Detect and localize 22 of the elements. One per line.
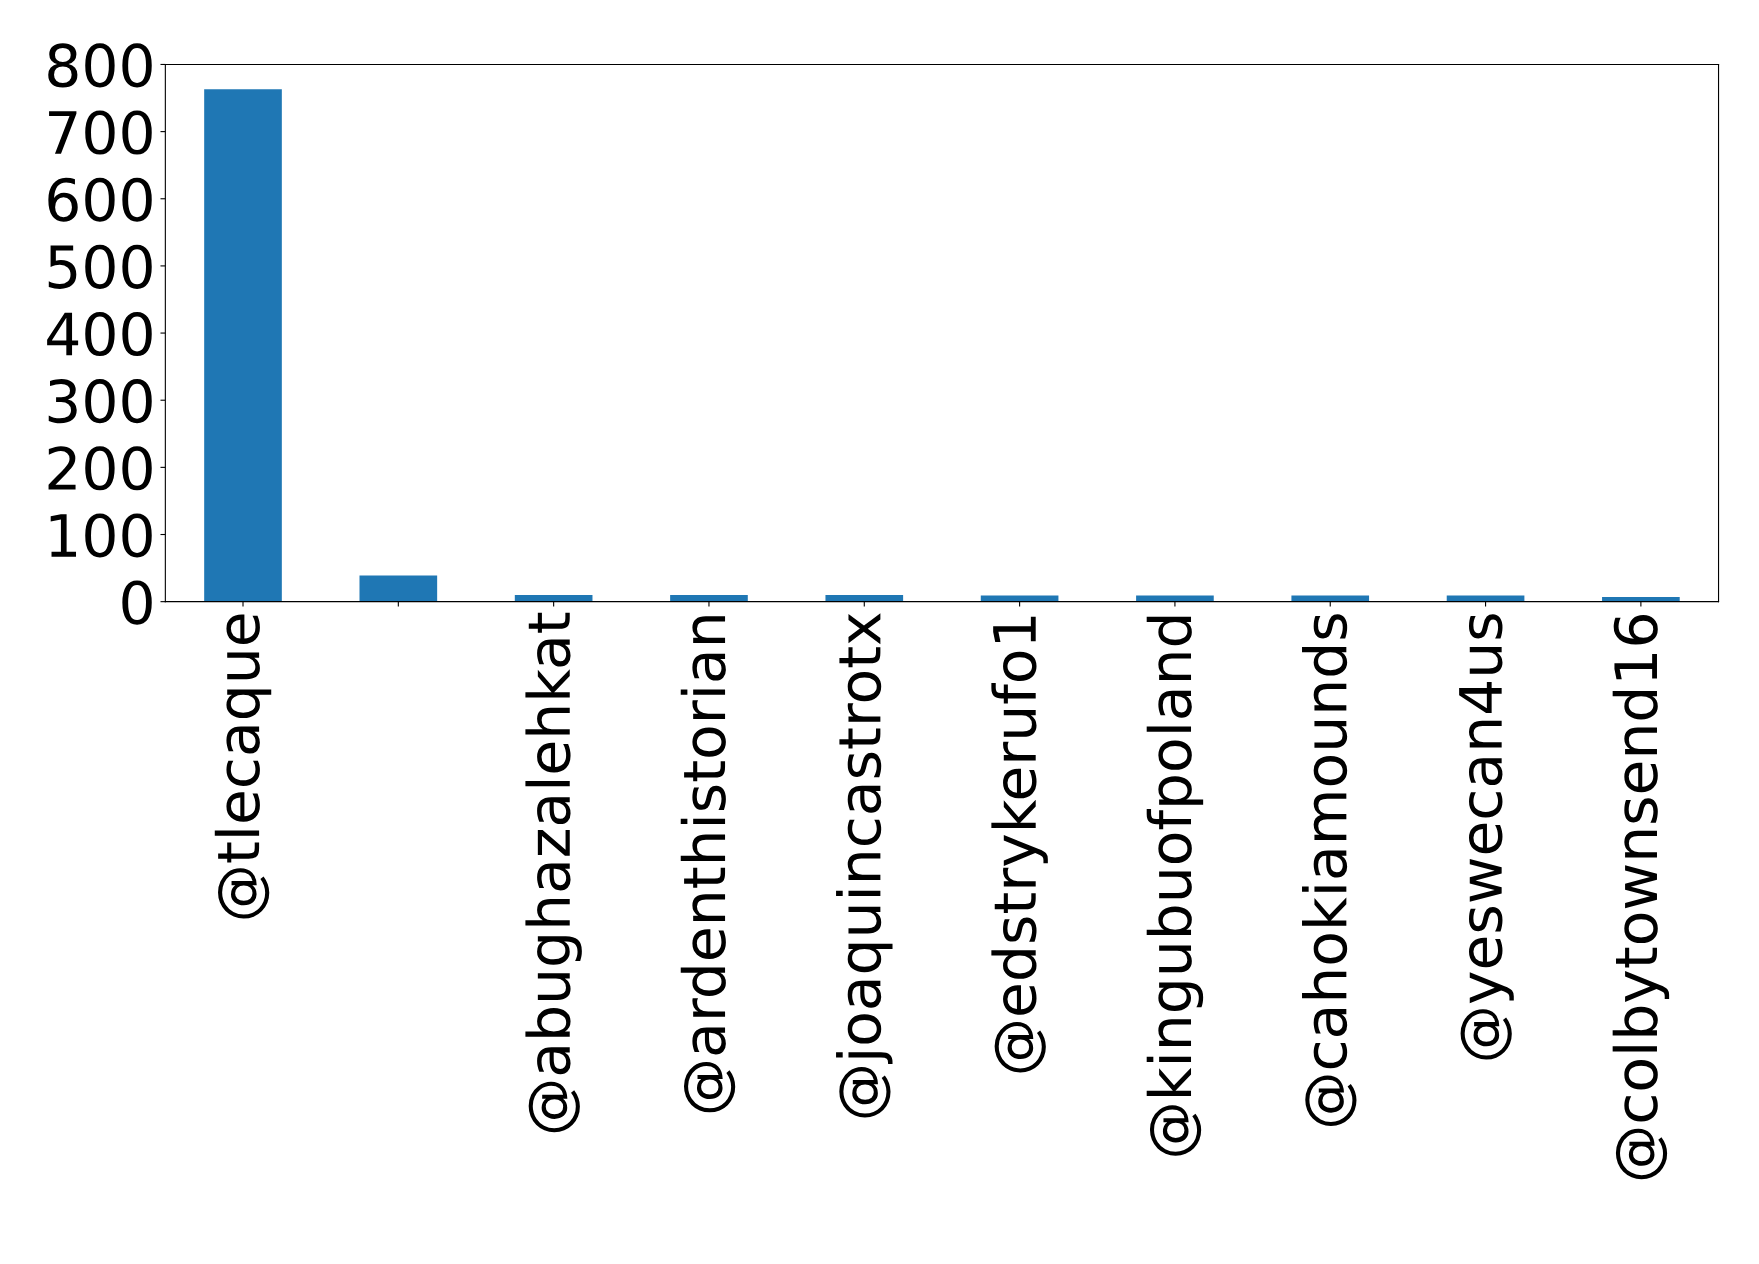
x-tick-label: @kingubuofpoland — [1146, 616, 1204, 1156]
x-tick-label: @cahokiamounds — [1302, 614, 1357, 1126]
bar — [670, 594, 748, 602]
bar — [825, 594, 904, 602]
y-tick-label: 0 — [122, 580, 152, 625]
x-tick-label: @yeswecan4us — [1459, 614, 1514, 1060]
y-tick-label: 400 — [47, 311, 152, 357]
x-tick-label: @joaquincastrotx — [836, 613, 893, 1118]
x-tick-label: @edstrykerufo1 — [991, 616, 1048, 1073]
y-tick-label: 700 — [49, 110, 152, 155]
y-tick-label: 300 — [48, 379, 152, 424]
y-tick-label: 200 — [48, 446, 152, 491]
x-tick-label: @ardenthistorian — [680, 616, 736, 1113]
y-tick-label: 600 — [48, 177, 152, 222]
y-tick-label: 500 — [48, 244, 152, 289]
bar — [359, 575, 438, 602]
x-tick-label: @abughazalehkat — [525, 612, 582, 1133]
y-tick-label: 800 — [48, 43, 152, 88]
x-tick-label: @colbytownsend16 — [1612, 615, 1670, 1180]
bar — [204, 89, 282, 602]
x-tick-label: @tlecaque — [214, 614, 272, 919]
y-tick-label: 100 — [50, 513, 152, 558]
